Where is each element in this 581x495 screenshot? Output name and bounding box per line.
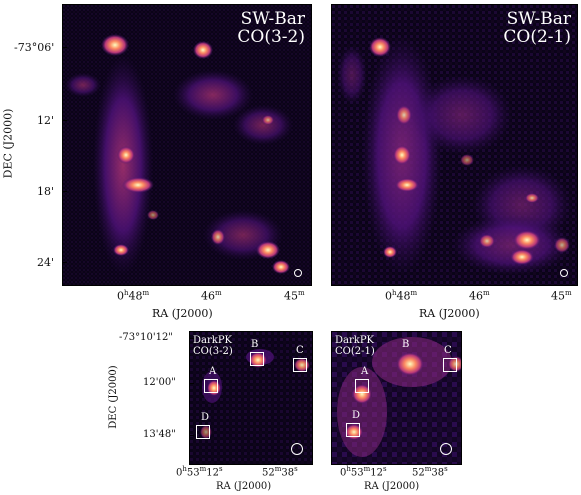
region-label-b: B [251,339,259,350]
x-axis-label: RA (J2000) [364,481,420,492]
region-label-d: D [201,412,210,423]
panel-title-line: CO(2-1) [503,26,571,47]
map-panel-darkpk-co21: DarkPK CO(2-1) A B C D [331,331,462,465]
y-tick [189,435,194,436]
panel-title: DarkPK CO(3-2) [193,335,233,357]
x-tick-label: 52m38s [412,465,448,479]
y-tick [62,47,67,48]
y-tick [62,262,67,263]
panel-title: DarkPK CO(2-1) [335,335,375,357]
beam-circle [291,443,303,455]
region-box-d [346,423,360,437]
y-tick [62,191,67,192]
region-box-d [196,425,210,439]
x-tick-label: 0h53m12s [176,465,223,479]
x-tick-label: 45m [284,289,305,303]
beam-circle [560,269,568,277]
panel-title-region: DarkPK [335,335,375,346]
panel-title-line: CO(3-2) [193,345,233,357]
y-tick-label: 13'48" [143,429,176,440]
panel-title-line: CO(2-1) [335,345,375,357]
y-tick [189,338,194,339]
x-tick-label: 46m [469,289,490,303]
region-label-a: A [361,366,369,377]
x-axis-label: RA (J2000) [419,307,480,320]
panel-title: SW-Bar CO(3-2) [237,9,305,47]
region-label-c: C [296,345,304,356]
y-tick [62,120,67,121]
panel-title-region: SW-Bar [240,9,305,29]
region-label-a: A [209,366,217,377]
panel-title-region: SW-Bar [506,9,571,29]
beam-circle [294,269,302,277]
emission-map [332,332,461,464]
x-tick-label: 52m38s [262,465,298,479]
x-tick-label: 0h48m [117,289,150,303]
y-tick-label: 12'00" [143,377,176,388]
y-tick [189,383,194,384]
region-box-c [443,358,457,372]
region-box-a [355,379,369,393]
region-label-c: C [444,345,452,356]
panel-title: SW-Bar CO(2-1) [503,9,571,47]
y-tick-label: -73°10'12" [119,332,173,343]
map-panel-swbar-co32: SW-Bar CO(3-2) [62,4,312,286]
y-tick-label: 18' [37,185,55,198]
x-tick-label: 0h48m [385,289,418,303]
panel-title-line: CO(3-2) [237,26,305,47]
y-axis-label-top: DEC (J2000) [1,108,15,179]
beam-circle [440,443,452,455]
x-tick-label: 46m [201,289,222,303]
y-tick-label: -73°06' [14,41,55,54]
region-box-c [293,358,307,372]
region-box-a [204,379,218,393]
x-tick-label: 45m [551,289,572,303]
panel-title-region: DarkPK [193,335,233,346]
map-panel-swbar-co21: SW-Bar CO(2-1) [331,4,578,286]
region-label-b: B [402,339,410,350]
y-tick-label: 24' [37,256,55,269]
x-axis-label: RA (J2000) [216,481,272,492]
region-box-b [250,352,264,366]
y-tick-label: 12' [37,114,55,127]
x-tick-label: 0h53m12s [340,465,387,479]
x-axis-label: RA (J2000) [152,307,213,320]
region-label-d: D [352,410,361,421]
emission-map [63,5,311,285]
y-axis-label-bottom: DEC (J2000) [108,365,119,429]
map-panel-darkpk-co32: DarkPK CO(3-2) A B C D [189,331,313,465]
emission-map [332,5,577,285]
